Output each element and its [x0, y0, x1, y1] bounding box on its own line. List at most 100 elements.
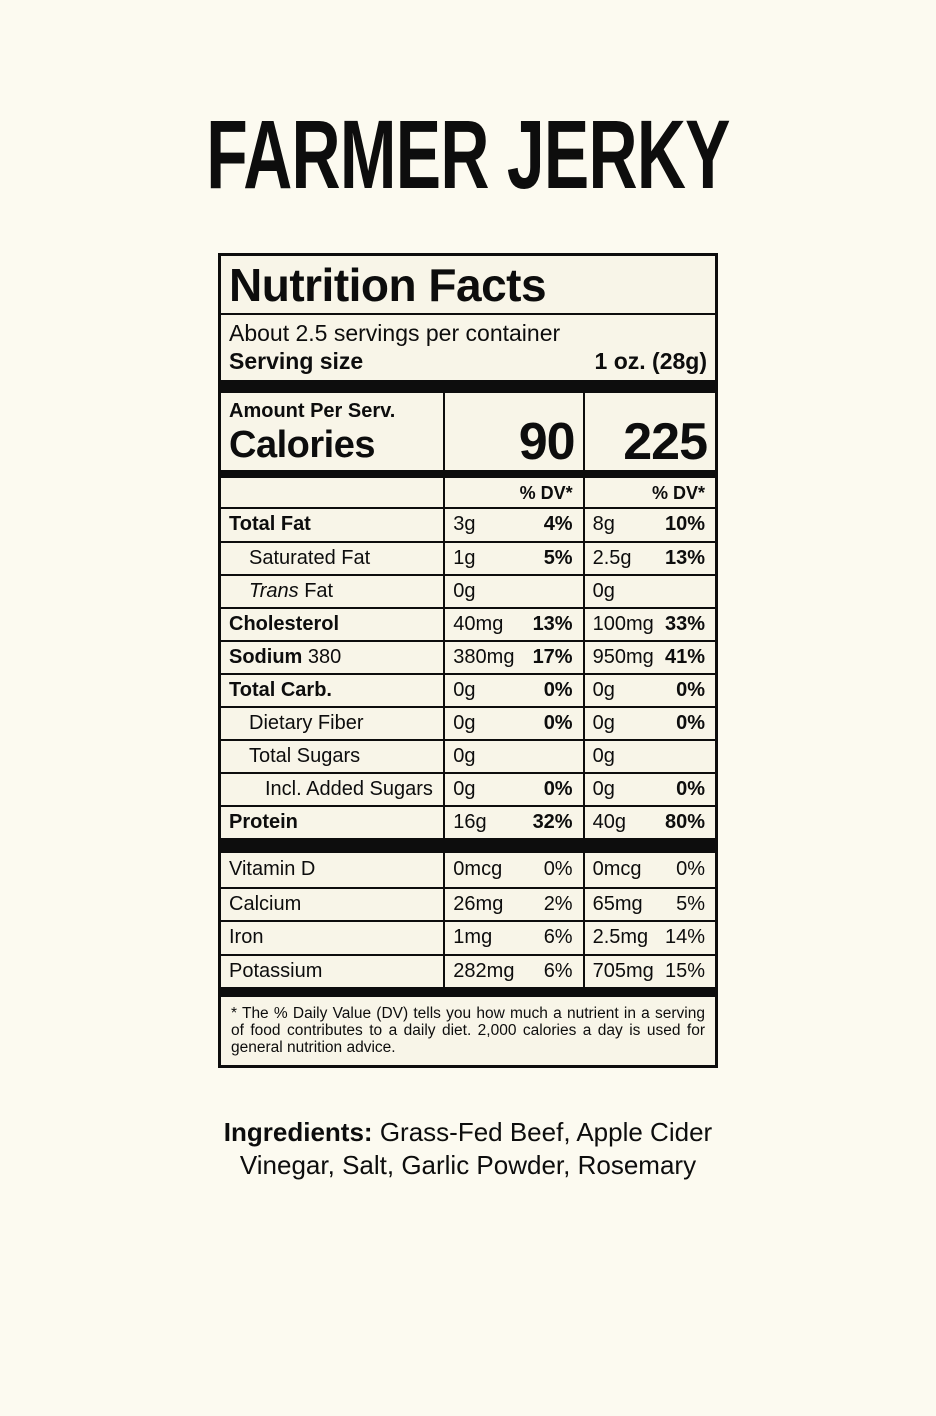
dv-per-serving: 2%: [543, 892, 573, 915]
section-divider-bar: [221, 379, 715, 393]
dv-per-container: 15%: [664, 959, 705, 982]
nutrient-row: Saturated Fat 1g 5% 2.5g 13%: [221, 541, 715, 575]
amount-per-container: 2.5mg: [592, 926, 649, 949]
per-serving-cell: 3g 4%: [443, 508, 582, 542]
amount-per-container: 65mg: [592, 892, 643, 915]
calories-per-container-value: 225: [582, 392, 715, 470]
per-container-cell: 0mcg 0%: [582, 853, 715, 887]
dv-header-row: % DV* % DV*: [221, 477, 715, 509]
per-container-cell: 2.5mg 14%: [582, 920, 715, 954]
amount-per-serving: 26mg: [453, 892, 504, 915]
per-serving-cell: 1g 5%: [443, 541, 583, 575]
dv-per-container: 80%: [664, 811, 705, 834]
calories-label: Calories: [229, 423, 375, 466]
dv-per-container: 41%: [664, 646, 705, 669]
dv-per-serving: 0%: [543, 679, 573, 702]
amount-per-container: 0g: [592, 745, 615, 768]
ingredients: Ingredients: Grass-Fed Beef, Apple Cider…: [196, 1116, 741, 1182]
dv-per-serving: 5%: [543, 547, 573, 570]
nutrient-row: Incl. Added Sugars 0g 0% 0g 0%: [221, 772, 715, 806]
nutrient-row: Total Carb. 0g 0% 0g 0%: [221, 673, 715, 707]
amount-per-serving: 380mg: [453, 646, 515, 669]
per-container-cell: 8g 10%: [582, 508, 715, 542]
nutrient-name: Trans Fat: [221, 574, 444, 607]
nutrient-name: Iron: [221, 920, 444, 954]
amount-per-container: 40g: [592, 811, 626, 834]
per-serving-cell: 282mg 6%: [443, 953, 583, 988]
per-serving-cell: 16g 32%: [443, 805, 583, 839]
serving-size-value: 1 oz. (28g): [594, 347, 707, 374]
dv-per-container: 13%: [664, 547, 705, 570]
amount-per-container: 705mg: [592, 959, 654, 982]
dv-footnote: * The % Daily Value (DV) tells you how m…: [231, 1005, 705, 1057]
dv-per-serving: 6%: [543, 959, 573, 982]
nutrient-row: Potassium 282mg 6% 705mg 15%: [221, 953, 715, 988]
amount-per-serving: 16g: [453, 811, 487, 834]
per-serving-cell: 0g 0%: [443, 706, 583, 740]
nutrient-row: Cholesterol 40mg 13% 100mg 33%: [221, 607, 715, 641]
nutrient-name: Total Fat: [229, 513, 311, 536]
micronutrient-rows: Vitamin D 0mcg 0% 0mcg 0% Calcium 26mg 2% 6…: [221, 853, 715, 988]
dv-per-serving: 13%: [532, 613, 573, 636]
amount-per-serving: 0g: [453, 580, 476, 603]
dv-per-serving: 17%: [532, 646, 573, 669]
nutrient-name: Incl. Added Sugars: [221, 772, 444, 805]
amount-per-serving: 282mg: [453, 959, 515, 982]
amount-per-serving: 40mg: [453, 613, 504, 636]
dv-per-container: 33%: [664, 613, 705, 636]
dv-per-serving: 32%: [532, 811, 573, 834]
serving-size-row: Serving size 1 oz. (28g): [229, 347, 707, 375]
nutrient-row: Iron 1mg 6% 2.5mg 14%: [221, 920, 715, 954]
section-divider-bar: [221, 469, 715, 478]
nutrient-row: Vitamin D 0mcg 0% 0mcg 0%: [221, 853, 715, 887]
serving-info: About 2.5 servings per container Serving…: [221, 315, 715, 380]
amount-per-container: 8g: [592, 513, 615, 536]
per-container-cell: 0g: [582, 739, 715, 773]
page: { "colors":{"background":"#fcfaf0","ink"…: [0, 106, 936, 1416]
amount-per-serving: 1g: [453, 547, 476, 570]
per-container-cell: 2.5g 13%: [582, 541, 715, 575]
dv-per-serving: 0%: [543, 778, 573, 801]
calories-per-serving-value: 90: [443, 392, 582, 470]
nutrient-rows: Total Fat 3g 4% 8g 10% Saturated Fat 1g 5% …: [221, 508, 715, 839]
serving-size-label: Serving size: [229, 347, 364, 374]
per-serving-cell: 0g 0%: [443, 673, 583, 707]
amount-per-container: 2.5g: [592, 547, 632, 570]
dv-per-container: 0%: [676, 679, 705, 702]
amount-per-container: 0g: [592, 679, 615, 702]
nutrition-label: Nutrition Facts About 2.5 servings per c…: [218, 253, 718, 1069]
calories-row: Amount Per Serv. Calories 90 225: [221, 392, 715, 470]
per-serving-cell: 0g: [443, 574, 583, 608]
dv-per-container: 0%: [676, 712, 705, 735]
page-title: FARMER JERKY: [0, 106, 936, 203]
amount-per-serving: 0g: [453, 745, 476, 768]
amount-per-container: 100mg: [592, 613, 654, 636]
dv-per-container: 5%: [676, 892, 705, 915]
per-serving-cell: 380mg 17%: [443, 640, 583, 674]
amount-per-container: 0g: [592, 778, 615, 801]
per-serving-cell: 0mcg 0%: [443, 853, 582, 887]
dv-per-serving: 6%: [543, 926, 573, 949]
per-container-cell: 0g 0%: [582, 772, 715, 806]
dv-header-serving: % DV*: [443, 477, 583, 509]
dv-header-container: % DV*: [582, 477, 715, 509]
dv-per-serving: 4%: [543, 513, 573, 536]
nutrient-name: Saturated Fat: [221, 541, 444, 574]
nutrition-facts-title: Nutrition Facts: [221, 256, 715, 315]
nutrient-row: Trans Fat 0g 0g: [221, 574, 715, 608]
per-container-cell: 40g 80%: [582, 805, 715, 839]
amount-per-serving: 0g: [453, 778, 476, 801]
nutrient-name: Calcium: [221, 886, 444, 921]
section-divider-bar: [221, 838, 715, 854]
nutrient-row: Sodium 380 380mg 17% 950mg 41%: [221, 640, 715, 674]
amount-per-serving: 0g: [453, 712, 476, 735]
servings-per-container: About 2.5 servings per container: [229, 319, 561, 346]
per-serving-cell: 26mg 2%: [443, 886, 583, 921]
nutrient-name: Potassium: [221, 953, 444, 988]
per-serving-cell: 0g: [443, 739, 583, 773]
ingredients-text: Grass-Fed Beef, Apple Cider Vinegar, Sal…: [239, 1117, 713, 1181]
amount-per-serving: 0mcg: [453, 858, 503, 881]
dv-per-container: 0%: [676, 858, 705, 881]
nutrient-row: Dietary Fiber 0g 0% 0g 0%: [221, 706, 715, 740]
nutrient-row: Protein 16g 32% 40g 80%: [221, 805, 715, 839]
